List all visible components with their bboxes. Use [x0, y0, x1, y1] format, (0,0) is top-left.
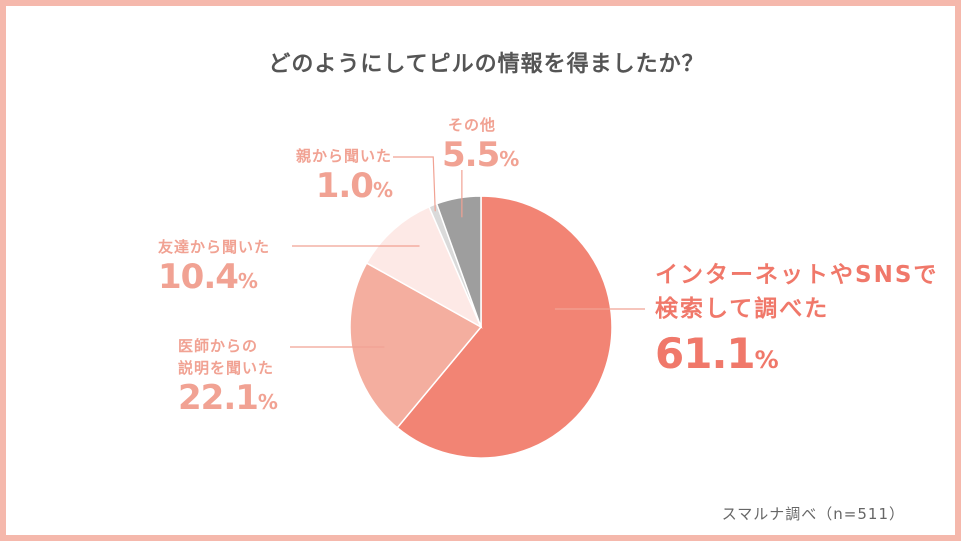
pie-slice-doctor	[349, 262, 483, 429]
value-doctor-number: 22.1	[178, 378, 259, 418]
value-internet-unit: %	[754, 346, 779, 374]
label-internet-line2: 検索して調べた	[655, 296, 830, 322]
value-parent: 1.0%	[272, 166, 393, 209]
label-doctor-line2: 説明を聞いた	[178, 359, 275, 377]
label-parent: 親から聞いた 1.0%	[272, 145, 393, 209]
label-friend: 友達から聞いた 10.4%	[158, 236, 270, 300]
label-internet: インターネットやSNSで 検索して調べた 61.1%	[655, 258, 938, 384]
value-internet-number: 61.1	[655, 329, 756, 378]
label-other-line1: その他	[448, 116, 497, 134]
label-doctor: 医師からの 説明を聞いた 22.1%	[178, 335, 278, 421]
leader-line-parent	[393, 156, 436, 212]
value-other: 5.5%	[442, 135, 519, 178]
label-doctor-line1: 医師からの	[178, 337, 259, 355]
chart-title: どのようにしてピルの情報を得ましたか？	[268, 52, 705, 77]
value-friend: 10.4%	[158, 258, 270, 300]
pie-slice-friend	[365, 205, 483, 329]
value-doctor-unit: %	[257, 390, 278, 414]
label-friend-line1: 友達から聞いた	[158, 238, 271, 256]
value-friend-unit: %	[237, 269, 258, 293]
value-parent-number: 1.0	[315, 166, 374, 206]
value-doctor: 22.1%	[178, 378, 278, 421]
pie-slice-other	[435, 195, 482, 328]
value-internet: 61.1%	[655, 330, 938, 384]
source-note: スマルナ調べ（n=511）	[721, 505, 905, 523]
label-parent-line1: 親から聞いた	[295, 147, 392, 165]
value-parent-unit: %	[372, 178, 393, 202]
value-other-unit: %	[499, 147, 519, 171]
label-other: その他 5.5%	[442, 114, 519, 178]
value-friend-number: 10.4	[158, 257, 239, 297]
value-other-number: 5.5	[442, 135, 500, 175]
pie-slice-internet	[396, 195, 613, 459]
label-internet-line1: インターネットやSNSで	[655, 262, 939, 288]
